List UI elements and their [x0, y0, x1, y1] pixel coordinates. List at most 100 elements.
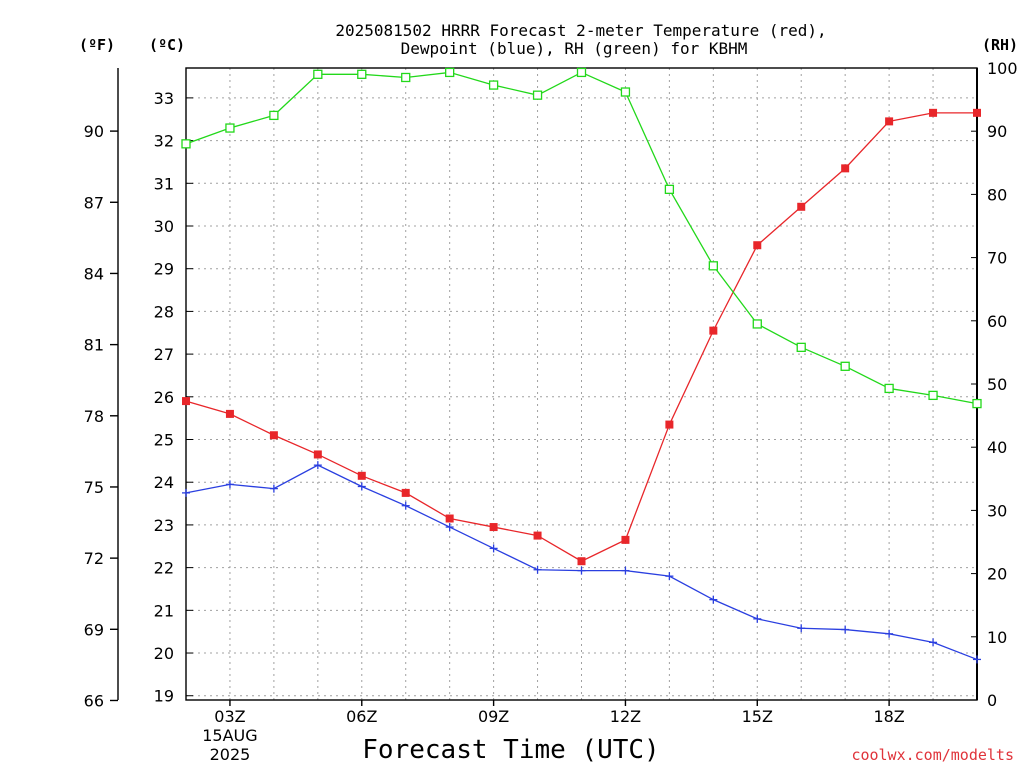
rh-tick-label: 40: [987, 438, 1007, 457]
dewpoint-point: [182, 488, 190, 497]
temperature-point: [489, 523, 498, 532]
celsius-tick-label: 19: [154, 687, 174, 706]
rh-point: [708, 261, 718, 271]
dewpoint-point: [445, 523, 454, 532]
celsius-tick-label: 20: [154, 644, 174, 663]
rh-point: [752, 319, 762, 329]
dewpoint-point: [533, 565, 542, 574]
rh-point: [884, 383, 894, 394]
celsius-tick-label: 29: [154, 260, 174, 279]
temperature-point: [753, 241, 762, 250]
dewpoint-point: [841, 625, 850, 634]
celsius-tick-label: 22: [154, 559, 174, 578]
temperature-point: [182, 397, 190, 406]
dewpoint-point: [709, 595, 718, 604]
temperature-point: [577, 557, 586, 566]
rh-point: [532, 90, 543, 100]
celsius-tick-label: 25: [154, 431, 174, 450]
fahrenheit-tick-label: 69: [84, 620, 104, 639]
rh-point: [225, 123, 235, 133]
fahrenheit-tick-label: 66: [84, 691, 104, 710]
rh-point: [269, 110, 279, 121]
dewpoint-point: [269, 484, 278, 493]
rh-tick-label: 0: [987, 691, 997, 710]
fahrenheit-tick-label: 81: [84, 336, 104, 355]
dewpoint-point: [929, 638, 938, 647]
rh-tick-label: 10: [987, 628, 1007, 647]
temperature-point: [269, 431, 278, 440]
dewpoint-point: [753, 614, 762, 623]
credit-text: coolwx.com/modelts: [851, 746, 1014, 764]
ticks-layer: 19 20 21 22 23 24 25 26 27 28 29 30 31 32 33 66 69 72 75 78…: [84, 59, 1018, 764]
rh-point: [488, 80, 499, 90]
temperature-line: [185, 112, 977, 562]
rh-point: [445, 67, 455, 78]
x-tick-date-label: 15AUG: [202, 726, 257, 745]
chart-title-line-2: Dewpoint (blue), RH (green) for KBHM: [401, 39, 748, 58]
x-tick-label: 06Z: [346, 707, 377, 726]
plot-frame: [185, 67, 978, 701]
rh-point: [401, 72, 411, 83]
celsius-tick-label: 31: [154, 174, 174, 193]
rh-unit-label: (RH): [982, 36, 1018, 54]
temperature-point: [885, 117, 894, 126]
rh-tick-label: 50: [987, 375, 1007, 394]
celsius-tick-label: 27: [154, 345, 174, 364]
x-axis-title: Forecast Time (UTC): [362, 735, 659, 765]
temperature-point: [929, 108, 938, 117]
celsius-tick-label: 32: [154, 132, 174, 151]
temperature-point: [709, 326, 718, 335]
fahrenheit-tick-label: 72: [84, 549, 104, 568]
series-layer: [181, 67, 982, 664]
temperature-point: [973, 108, 981, 117]
rh-point: [620, 87, 631, 97]
celsius-tick-label: 23: [154, 516, 174, 535]
temperature-point: [445, 514, 454, 523]
x-tick-label: 03Z: [214, 707, 245, 726]
temperature-point: [797, 202, 806, 211]
celsius-tick-label: 24: [154, 473, 174, 492]
rh-point: [796, 342, 806, 352]
fahrenheit-tick-label: 84: [84, 264, 104, 283]
dewpoint-point: [225, 480, 234, 489]
celsius-tick-label: 28: [154, 302, 174, 321]
temperature-point: [841, 164, 850, 173]
temperature-point: [313, 450, 322, 459]
rh-point: [576, 67, 587, 78]
celsius-tick-label: 21: [154, 601, 174, 620]
fahrenheit-tick-label: 78: [84, 407, 104, 426]
dewpoint-point: [401, 501, 410, 510]
rh-tick-label: 80: [987, 185, 1007, 204]
rh-point: [313, 69, 323, 79]
temperature-point: [665, 420, 674, 429]
temperature-point: [401, 488, 410, 497]
temperature-point: [621, 535, 630, 544]
dewpoint-point: [577, 566, 586, 575]
temperature-point: [533, 531, 542, 540]
rh-point: [928, 390, 938, 401]
chart-title-line-1: 2025081502 HRRR Forecast 2-meter Tempera…: [335, 21, 826, 40]
rh-tick-label: 100: [987, 59, 1018, 78]
dewpoint-point: [665, 572, 674, 581]
dewpoint-point: [797, 624, 806, 633]
dewpoint-point: [885, 629, 894, 638]
celsius-tick-label: 33: [154, 89, 174, 108]
rh-tick-label: 90: [987, 122, 1007, 141]
rh-point: [357, 69, 367, 79]
fahrenheit-unit-label: (ºF): [79, 36, 115, 54]
dewpoint-point: [357, 482, 366, 491]
rh-point: [664, 184, 675, 194]
dewpoint-point: [621, 566, 630, 575]
fahrenheit-tick-label: 75: [84, 478, 104, 497]
grid-layer: [186, 68, 977, 700]
fahrenheit-tick-label: 87: [84, 193, 104, 212]
rh-point: [181, 139, 191, 149]
rh-tick-label: 20: [987, 565, 1007, 584]
rh-point: [972, 398, 982, 409]
temperature-point: [357, 471, 366, 480]
x-tick-date-label: 2025: [210, 745, 251, 764]
x-tick-label: 12Z: [610, 707, 641, 726]
rh-point: [840, 361, 850, 371]
x-tick-label: 09Z: [478, 707, 509, 726]
